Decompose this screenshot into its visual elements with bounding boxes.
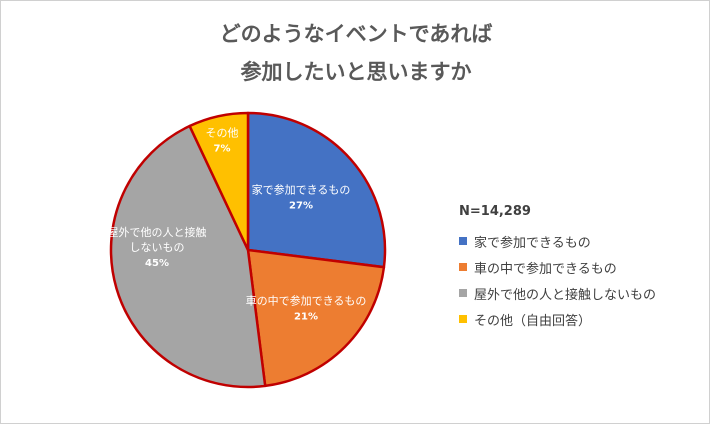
sample-size-label: N=14,289 [459, 204, 531, 219]
legend-label: 屋外で他の人と接触しないもの [474, 287, 657, 303]
pie-slice [188, 111, 250, 252]
legend-item: 車の中で参加できるもの [459, 254, 656, 280]
slice-category-label: しないもの [130, 241, 185, 254]
legend-swatch [459, 289, 467, 297]
legend: N=14,289 家で参加できるもの車の中で参加できるもの屋外で他の人と接触しな… [459, 204, 656, 332]
legend-swatch [459, 263, 467, 271]
legend-item: 屋外で他の人と接触しないもの [459, 280, 656, 306]
slice-category-label: 車の中で参加できるもの [246, 294, 367, 308]
legend-swatch [459, 237, 467, 245]
legend-label: 家で参加できるもの [474, 235, 591, 251]
legend-item: 家で参加できるもの [459, 228, 656, 254]
slice-category-label: その他 [206, 127, 239, 140]
slice-value-label: 21% [294, 312, 318, 323]
chart-title: どのようなイベントであれば 参加したいと思いますか [1, 15, 710, 91]
pie-slice [246, 248, 386, 388]
pie-slice [109, 124, 267, 389]
slice-category-label: 家で参加できるもの [252, 183, 351, 197]
chart-title-line2: 参加したいと思いますか [240, 60, 472, 84]
slice-category-label: 屋外で他の人と接触 [108, 225, 207, 239]
pie-slice [246, 111, 387, 269]
slice-value-label: 7% [214, 144, 231, 155]
chart-title-line1: どのようなイベントであれば [219, 22, 493, 46]
slice-value-label: 27% [289, 201, 313, 212]
slice-value-label: 45% [145, 258, 169, 269]
legend-item: その他（自由回答） [459, 306, 656, 332]
legend-label: その他（自由回答） [474, 313, 592, 329]
legend-label: 車の中で参加できるもの [474, 261, 617, 277]
legend-swatch [459, 315, 467, 323]
